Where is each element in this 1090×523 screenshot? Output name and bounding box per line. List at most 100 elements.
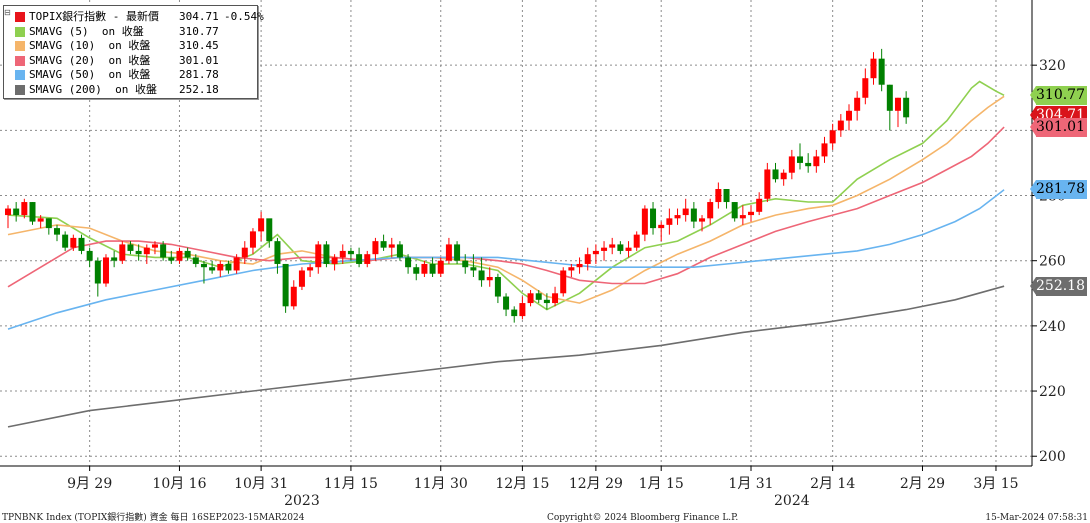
candle-body xyxy=(519,303,526,317)
candle-body xyxy=(437,260,444,274)
x-tick-label: 2月 29 xyxy=(900,476,945,492)
candle-body xyxy=(845,110,852,121)
x-tick-label: 11月 15 xyxy=(324,476,378,492)
footer-right: 15-Mar-2024 07:58:31 xyxy=(985,513,1088,523)
legend-series-value: 310.77 xyxy=(179,24,219,38)
candle-body xyxy=(650,208,657,229)
y-tick-label: 320 xyxy=(1039,58,1066,74)
candle-body xyxy=(111,257,118,261)
candle-body xyxy=(274,241,281,264)
legend-swatch xyxy=(15,70,25,80)
candle-body xyxy=(241,247,248,258)
candle-body xyxy=(396,244,403,258)
candle-body xyxy=(707,202,714,219)
candle-body xyxy=(225,263,232,271)
candle-body xyxy=(486,276,493,281)
x-tick-label: 1月 31 xyxy=(728,476,773,492)
legend-series-name: TOPIX銀行指數 - 最新價 xyxy=(29,10,159,23)
y-tick-label: 220 xyxy=(1039,384,1066,400)
candle-body xyxy=(356,254,363,264)
candle-body xyxy=(666,218,673,225)
legend-swatch xyxy=(15,26,25,37)
legend-swatch xyxy=(15,84,25,95)
candle-body xyxy=(13,208,20,216)
candle-body xyxy=(723,189,730,203)
candle-body xyxy=(878,58,885,85)
candle-body xyxy=(168,257,175,261)
candle-body xyxy=(854,97,861,111)
sma-line xyxy=(7,95,1005,304)
legend-row: SMAVG (200) on 收盤 252.18 xyxy=(4,83,257,97)
sma-line xyxy=(7,189,1005,330)
x-tick-label: 3月 15 xyxy=(973,476,1018,492)
candle-body xyxy=(290,286,297,307)
candle-body xyxy=(748,211,755,216)
y-tick-label: 240 xyxy=(1039,319,1066,335)
legend-series-value: 304.71 xyxy=(179,10,219,23)
legend-swatch xyxy=(15,41,25,51)
candle-body xyxy=(454,244,461,261)
candle-body xyxy=(797,156,804,163)
candle-body xyxy=(568,267,575,271)
candle-body xyxy=(658,224,665,229)
candle-body xyxy=(462,260,469,268)
candle-body xyxy=(160,244,167,258)
candle-body xyxy=(527,293,534,304)
candle-body xyxy=(307,267,314,271)
legend-series-name: SMAVG (200) on 收盤 xyxy=(29,82,157,96)
candle-body xyxy=(347,250,354,255)
candle-body xyxy=(470,267,477,271)
legend-row: TOPIX銀行指數 - 最新價 304.71 -0.54% xyxy=(4,10,264,24)
legend-row: SMAVG (10) on 收盤 310.45 xyxy=(4,39,257,53)
candle-body xyxy=(633,234,640,248)
chart-legend[interactable]: ⊟ TOPIX銀行指數 - 最新價 304.71 -0.54% SMAVG (5) on… xyxy=(3,5,264,99)
candle-body xyxy=(478,270,485,281)
candle-body xyxy=(756,198,763,212)
legend-row: SMAVG (20) on 收盤 301.01 xyxy=(4,54,257,68)
x-tick-label: 12月 29 xyxy=(569,476,623,492)
candle-body xyxy=(584,254,591,264)
candle-body xyxy=(413,267,420,274)
sma-line xyxy=(7,285,1005,428)
x-tick-label: 1月 15 xyxy=(639,476,684,492)
price-tag: 310.77 xyxy=(1030,85,1087,105)
legend-swatch xyxy=(15,12,25,22)
candle-body xyxy=(5,208,11,216)
candle-body xyxy=(119,244,126,261)
price-tag: 252.18 xyxy=(1030,276,1087,296)
legend-row: SMAVG (5) on 收盤 310.77 xyxy=(4,25,257,39)
candle-body xyxy=(29,202,36,222)
candle-body xyxy=(405,257,412,268)
legend-series-value: 281.78 xyxy=(179,68,219,81)
candle-body xyxy=(421,263,428,274)
candle-body xyxy=(813,156,820,167)
candle-body xyxy=(641,208,648,235)
candle-body xyxy=(821,143,828,157)
year-label: 2024 xyxy=(774,493,810,509)
legend-series-name: SMAVG (20) on 收盤 xyxy=(29,53,151,67)
candle-body xyxy=(94,260,101,284)
x-tick-label: 10月 31 xyxy=(234,476,288,492)
year-label: 2023 xyxy=(284,493,320,509)
x-axis-ticks: 9月 29 10月 16 10月 31 11月 15 11月 30 12月 15 12月 2… xyxy=(67,466,1019,509)
price-tag-value: 310.77 xyxy=(1036,86,1085,103)
candle-body xyxy=(62,234,69,248)
candle-body xyxy=(494,276,501,297)
price-tag: 301.01 xyxy=(1030,117,1087,137)
candle-body xyxy=(576,263,583,268)
candle-body xyxy=(601,247,608,251)
candle-body xyxy=(780,172,787,180)
x-tick-label: 10月 16 xyxy=(152,476,206,492)
price-tag-value: 252.18 xyxy=(1036,277,1085,294)
candle-body xyxy=(143,247,150,255)
x-tick-label: 2月 14 xyxy=(810,476,855,492)
legend-collapse-icon[interactable]: ⊟ xyxy=(4,8,11,17)
candle-body xyxy=(233,257,240,271)
candle-body xyxy=(266,218,273,242)
candle-body xyxy=(625,247,632,251)
candle-body xyxy=(862,78,869,98)
candle-body xyxy=(331,257,338,264)
candle-body xyxy=(699,218,706,222)
candle-body xyxy=(192,257,199,264)
candle-body xyxy=(21,202,28,216)
